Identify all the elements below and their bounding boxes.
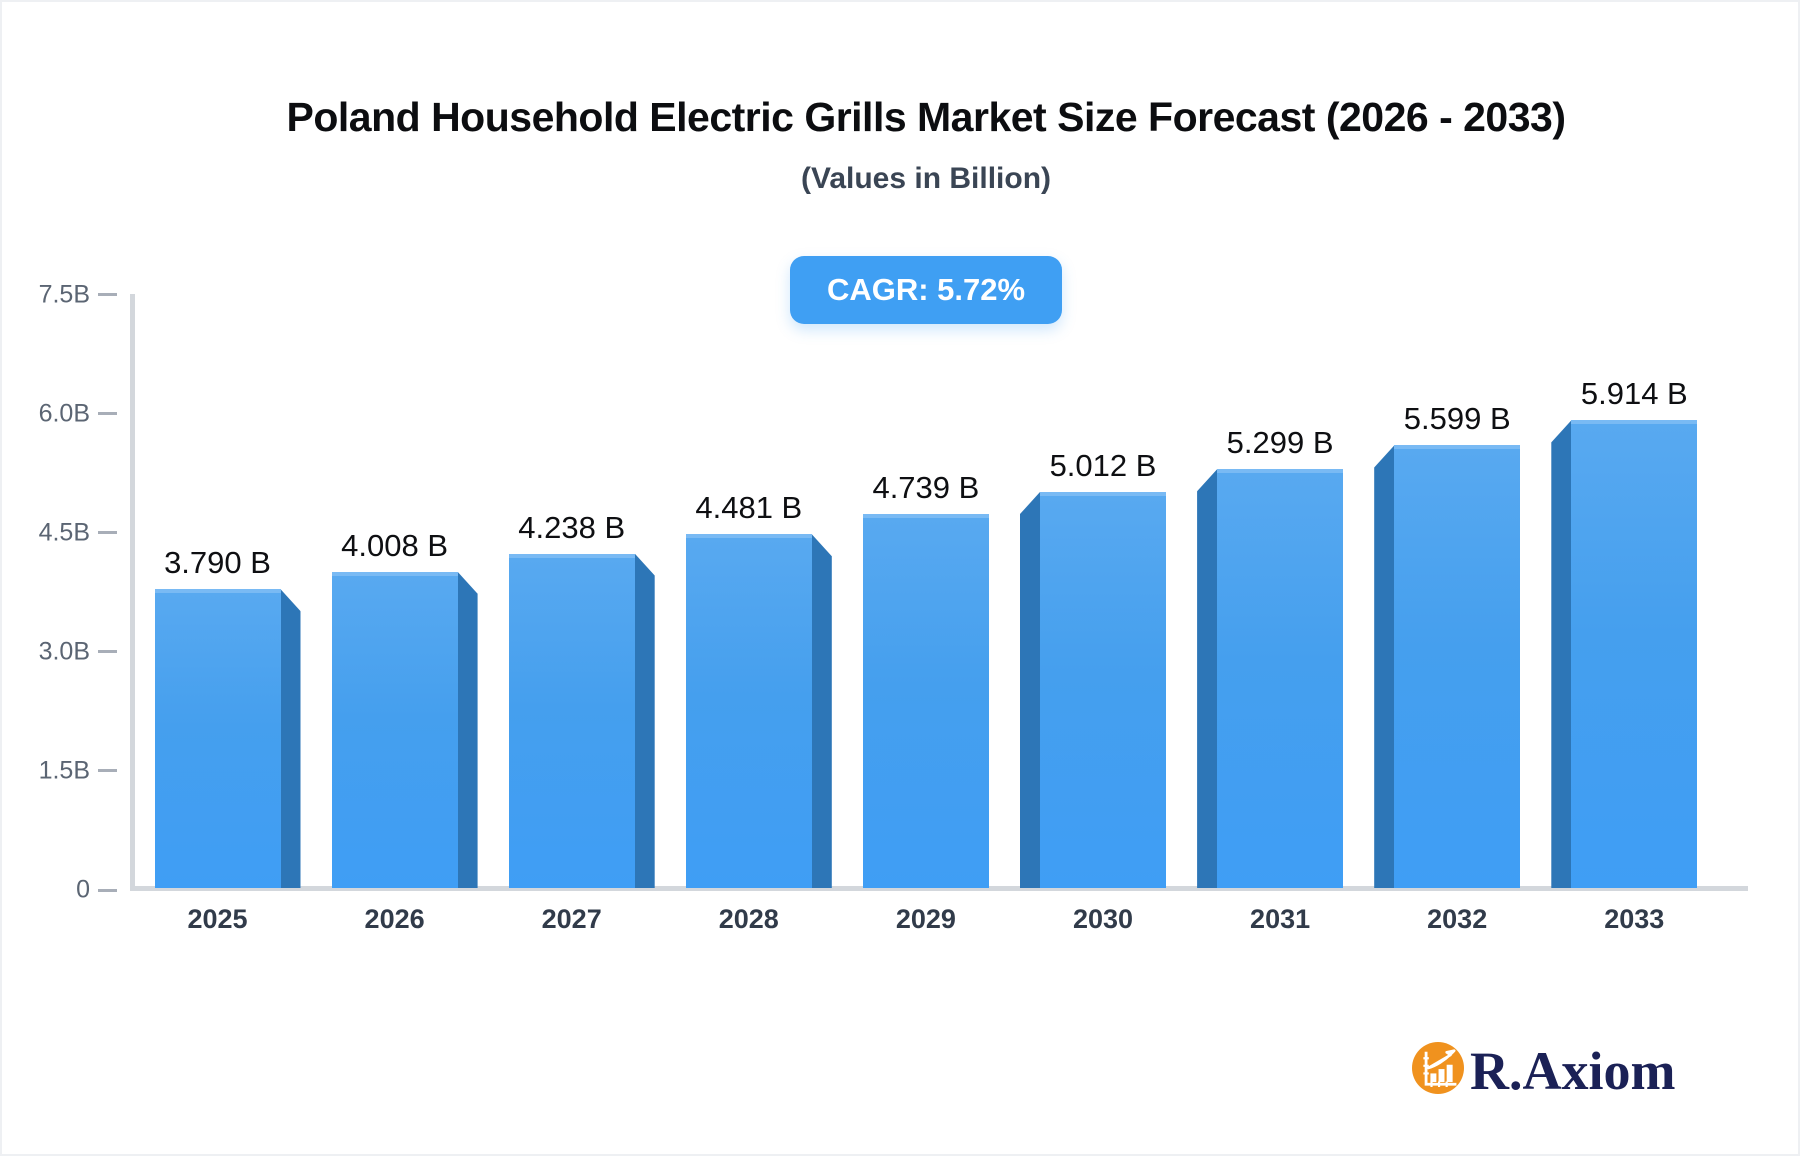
cagr-badge: CAGR: 5.72%	[790, 256, 1062, 324]
chart-subtitle: (Values in Billion)	[800, 162, 1052, 195]
y-axis-tick-label: 6.0B	[38, 399, 90, 428]
bar-value-label-2029: 4.739 B	[872, 469, 980, 505]
bar-2031-side	[1197, 469, 1218, 888]
x-axis-label-2031: 2031	[1250, 904, 1311, 934]
x-axis-label-2029: 2029	[895, 904, 956, 934]
y-axis-tick	[98, 888, 117, 892]
y-axis-tick	[98, 412, 117, 416]
bar-2026[interactable]	[331, 571, 458, 888]
y-axis-tick	[98, 650, 117, 654]
y-axis-tick-label: 1.5B	[38, 756, 90, 785]
y-axis-tick-label: 4.5B	[38, 518, 90, 547]
bar-2033-side	[1551, 420, 1572, 888]
bar-2027[interactable]	[508, 553, 635, 888]
bar-2029[interactable]	[862, 513, 989, 888]
bar-value-label-2025: 3.790 B	[164, 545, 271, 581]
x-axis-label-2027: 2027	[541, 904, 602, 934]
bar-value-label-2031: 5.299 B	[1226, 425, 1334, 461]
bar-2033[interactable]	[1571, 420, 1698, 888]
bar-2026-side	[457, 571, 478, 888]
bar-2028[interactable]	[685, 534, 812, 888]
y-axis-line	[130, 294, 135, 891]
bar-value-label-2030: 5.012 B	[1049, 448, 1157, 484]
bar-2032[interactable]	[1394, 445, 1521, 888]
x-axis-label-2025: 2025	[187, 904, 248, 934]
x-axis-label-2030: 2030	[1072, 904, 1134, 934]
cagr-badge-label: CAGR: 5.72%	[826, 272, 1026, 307]
bar-value-label-2028: 4.481 B	[695, 490, 803, 526]
bar-value-label-2033: 5.914 B	[1580, 376, 1688, 412]
x-axis-label-2033: 2033	[1604, 904, 1665, 934]
brand-text: R.Axiom	[1470, 1040, 1676, 1101]
bar-2030[interactable]	[1040, 492, 1166, 888]
y-axis-tick	[98, 769, 117, 773]
y-axis-tick-label: 7.5B	[38, 280, 90, 308]
bar-2025-side	[280, 589, 301, 888]
bar-2032-side	[1374, 445, 1395, 888]
x-axis-label-2032: 2032	[1427, 904, 1488, 934]
bar-value-label-2026: 4.008 B	[341, 527, 449, 563]
bar-2028-side	[811, 534, 832, 888]
y-axis-tick-label: 3.0B	[38, 637, 90, 666]
x-axis-label-2026: 2026	[364, 904, 425, 934]
bar-2027-side	[634, 553, 655, 888]
x-axis-line	[130, 886, 1748, 891]
bar-value-label-2027: 4.238 B	[518, 509, 626, 545]
y-axis-tick-label: 0	[76, 875, 90, 904]
bar-2030-side	[1020, 492, 1040, 888]
bar-value-label-2032: 5.599 B	[1403, 401, 1511, 437]
bar-2031[interactable]	[1217, 469, 1344, 888]
page-title: Poland Household Electric Grills Market …	[286, 94, 1566, 140]
bar-2025[interactable]	[154, 589, 281, 888]
y-axis-tick	[98, 531, 117, 535]
y-axis-tick	[98, 293, 117, 296]
brand-logo: R.Axiom	[1412, 1042, 1675, 1099]
bar-chart-growth-icon	[1412, 1042, 1464, 1099]
x-axis-label-2028: 2028	[718, 904, 779, 934]
